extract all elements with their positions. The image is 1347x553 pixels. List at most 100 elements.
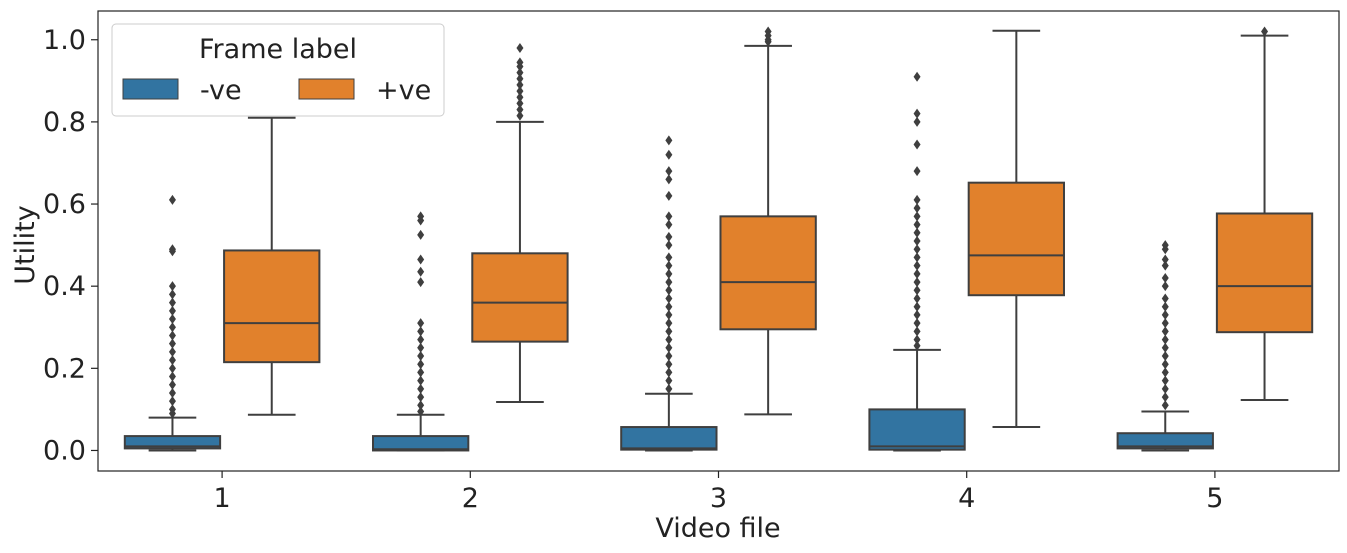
outlier-point bbox=[913, 277, 921, 288]
outlier-point bbox=[1161, 400, 1169, 411]
outlier-point bbox=[665, 293, 673, 304]
outlier-point bbox=[665, 326, 673, 337]
outlier-point bbox=[168, 281, 176, 292]
outlier-point bbox=[168, 387, 176, 398]
outlier-point bbox=[168, 194, 176, 205]
outlier-point bbox=[1161, 367, 1169, 378]
x-tick-label: 3 bbox=[710, 483, 727, 514]
outlier-point bbox=[665, 166, 673, 177]
outlier-point bbox=[417, 383, 425, 394]
outlier-point bbox=[1161, 309, 1169, 320]
outlier-point bbox=[913, 260, 921, 271]
outlier-point bbox=[516, 86, 524, 97]
iqr-box bbox=[1116, 432, 1214, 450]
outlier-point bbox=[913, 203, 921, 214]
outlier-point bbox=[913, 194, 921, 205]
iqr-box bbox=[967, 181, 1065, 297]
outlier-point bbox=[417, 326, 425, 337]
legend-title: Frame label bbox=[199, 34, 357, 65]
outlier-point bbox=[665, 285, 673, 296]
outlier-point bbox=[665, 359, 673, 370]
outlier-point bbox=[913, 219, 921, 230]
box-5-neg bbox=[1116, 240, 1214, 452]
outlier-point bbox=[516, 42, 524, 53]
y-tick-label: 0.2 bbox=[43, 353, 86, 384]
outlier-point bbox=[417, 400, 425, 411]
outlier-point bbox=[516, 67, 524, 78]
y-axis: 0.0 0.2 0.4 0.6 0.8 1.0 bbox=[43, 25, 98, 466]
outlier-point bbox=[1161, 281, 1169, 292]
outlier-point bbox=[913, 139, 921, 150]
outlier-point bbox=[913, 326, 921, 337]
outlier-point bbox=[168, 305, 176, 316]
outlier-point bbox=[913, 108, 921, 119]
outlier-point bbox=[168, 289, 176, 300]
outlier-point bbox=[1161, 244, 1169, 255]
outlier-point bbox=[1161, 334, 1169, 345]
outlier-point bbox=[913, 116, 921, 127]
outlier-point bbox=[1261, 26, 1269, 37]
outlier-point bbox=[168, 297, 176, 308]
outlier-point bbox=[516, 79, 524, 90]
x-tick-label: 5 bbox=[1206, 483, 1223, 514]
outlier-point bbox=[665, 318, 673, 329]
outlier-point bbox=[665, 334, 673, 345]
outlier-point bbox=[913, 268, 921, 279]
outlier-point bbox=[665, 277, 673, 288]
outlier-point bbox=[913, 166, 921, 177]
outlier-point bbox=[665, 367, 673, 378]
outlier-point bbox=[417, 367, 425, 378]
outlier-point bbox=[1161, 351, 1169, 361]
outlier-point bbox=[417, 406, 425, 417]
outlier-point bbox=[417, 359, 425, 370]
outlier-point bbox=[516, 73, 524, 84]
outlier-point bbox=[1161, 272, 1169, 283]
box-2-neg bbox=[372, 211, 470, 452]
outlier-point bbox=[665, 268, 673, 279]
outlier-point bbox=[417, 351, 425, 361]
outlier-point bbox=[168, 379, 176, 390]
outlier-point bbox=[168, 363, 176, 374]
outlier-point bbox=[168, 371, 176, 382]
outlier-point bbox=[913, 252, 921, 263]
outlier-point bbox=[913, 227, 921, 238]
outlier-point bbox=[913, 244, 921, 255]
outlier-point bbox=[665, 342, 673, 353]
outlier-point bbox=[1161, 359, 1169, 370]
outlier-point bbox=[168, 408, 176, 419]
iqr-box bbox=[719, 215, 817, 331]
outlier-point bbox=[417, 215, 425, 226]
box-3-pos bbox=[719, 26, 817, 416]
outlier-point bbox=[913, 211, 921, 222]
outlier-point bbox=[168, 330, 176, 341]
outlier-point bbox=[665, 135, 673, 146]
x-tick-label: 4 bbox=[958, 483, 975, 514]
outlier-point bbox=[913, 71, 921, 82]
box-2-pos bbox=[471, 42, 569, 403]
legend-label-neg: -ve bbox=[200, 75, 242, 106]
outlier-point bbox=[913, 236, 921, 246]
outlier-point bbox=[665, 231, 673, 242]
outlier-point bbox=[417, 334, 425, 345]
outlier-point bbox=[1161, 392, 1169, 403]
outlier-point bbox=[417, 229, 425, 240]
outlier-point bbox=[516, 92, 524, 103]
outlier-point bbox=[665, 260, 673, 271]
outlier-point bbox=[665, 309, 673, 320]
outlier-point bbox=[168, 322, 176, 333]
box-1-pos bbox=[223, 116, 321, 416]
outlier-point bbox=[516, 110, 524, 121]
iqr-box bbox=[223, 249, 321, 364]
box-4-pos bbox=[967, 29, 1065, 429]
outlier-point bbox=[417, 254, 425, 265]
outlier-point bbox=[913, 334, 921, 345]
y-tick-label: 1.0 bbox=[43, 25, 86, 56]
outlier-point bbox=[417, 342, 425, 353]
outlier-point bbox=[665, 351, 673, 361]
outlier-point bbox=[1161, 326, 1169, 337]
outlier-point bbox=[417, 277, 425, 288]
x-axis: 1 2 3 4 5 bbox=[214, 471, 1223, 514]
outlier-point bbox=[665, 240, 673, 251]
x-tick-label: 1 bbox=[214, 483, 231, 514]
